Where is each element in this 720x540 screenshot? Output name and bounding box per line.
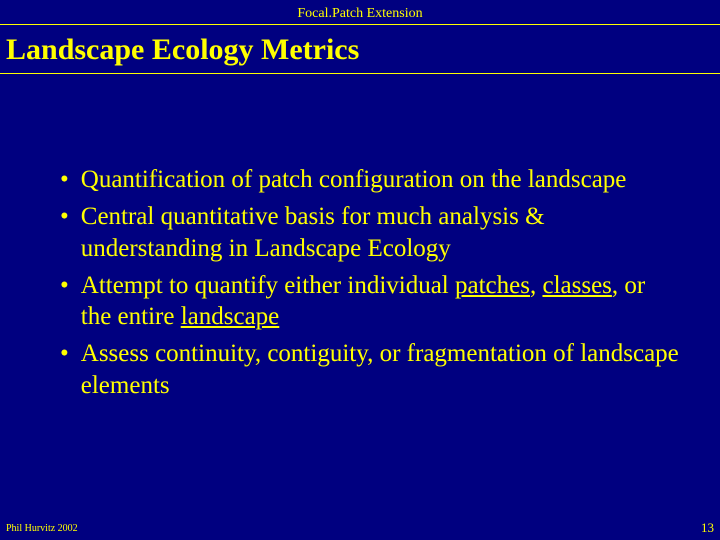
text-run: Quantification of patch configuration on… bbox=[81, 166, 627, 193]
underlined-term: landscape bbox=[181, 303, 280, 330]
bullet-marker: • bbox=[60, 338, 81, 401]
bullet-marker: • bbox=[60, 270, 81, 333]
bullet-text: Assess continuity, contiguity, or fragme… bbox=[81, 338, 680, 401]
underlined-term: patches bbox=[455, 272, 530, 299]
bullet-marker: • bbox=[60, 164, 81, 195]
content-area: •Quantification of patch configuration o… bbox=[0, 74, 720, 401]
bullet-item: •Assess continuity, contiguity, or fragm… bbox=[60, 338, 680, 401]
text-run: Attempt to quantify either individual bbox=[81, 272, 455, 299]
text-run: Central quantitative basis for much anal… bbox=[81, 203, 545, 261]
bullet-item: •Central quantitative basis for much ana… bbox=[60, 201, 680, 264]
bullet-text: Quantification of patch configuration on… bbox=[81, 164, 680, 195]
header-bar: Focal.Patch Extension bbox=[0, 0, 720, 25]
bullet-text: Attempt to quantify either individual pa… bbox=[81, 270, 680, 333]
footer-author: Phil Hurvitz 2002 bbox=[6, 523, 78, 534]
bullet-text: Central quantitative basis for much anal… bbox=[81, 201, 680, 264]
text-run: , bbox=[530, 272, 543, 299]
footer-page-number: 13 bbox=[701, 520, 714, 536]
bullet-item: •Quantification of patch configuration o… bbox=[60, 164, 680, 195]
bullet-list: •Quantification of patch configuration o… bbox=[60, 164, 680, 401]
text-run: Assess continuity, contiguity, or fragme… bbox=[81, 340, 679, 398]
bullet-marker: • bbox=[60, 201, 81, 264]
header-title: Focal.Patch Extension bbox=[297, 6, 422, 21]
bullet-item: •Attempt to quantify either individual p… bbox=[60, 270, 680, 333]
slide-title: Landscape Ecology Metrics bbox=[0, 25, 720, 74]
underlined-term: classes bbox=[542, 272, 611, 299]
